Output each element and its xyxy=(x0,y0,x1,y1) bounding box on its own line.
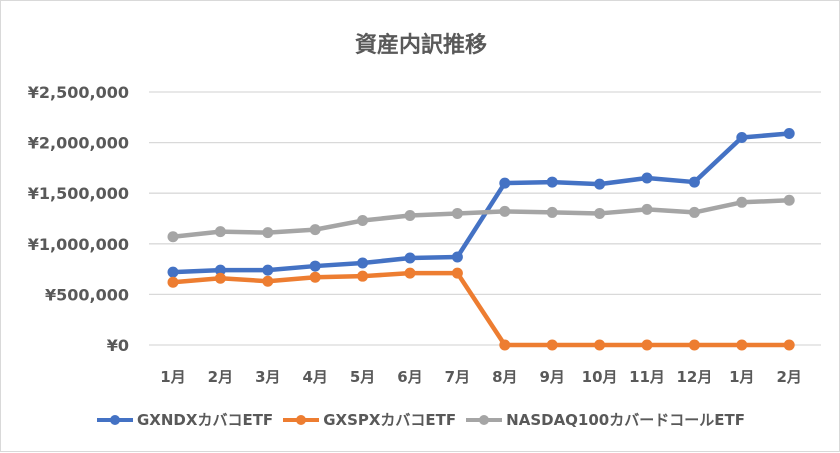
series-line xyxy=(170,131,792,275)
legend-line-marker-icon xyxy=(466,413,503,427)
data-point-marker xyxy=(357,215,369,227)
x-tick-label: 4月 xyxy=(302,368,327,386)
data-point-marker xyxy=(167,231,179,243)
data-point-marker xyxy=(783,339,795,351)
x-tick-label: 2月 xyxy=(208,368,233,386)
legend-label: NASDAQ100カバードコールETF xyxy=(506,411,745,429)
data-point-marker xyxy=(641,172,653,184)
data-point-marker xyxy=(736,339,748,351)
data-point-marker xyxy=(499,205,511,217)
x-tick-label: 11月 xyxy=(629,368,665,386)
data-point-marker xyxy=(783,127,795,139)
data-point-marker xyxy=(594,339,606,351)
y-tick-label: ¥2,500,000 xyxy=(28,83,129,102)
chart-title: 資産内訳推移 xyxy=(354,33,487,58)
x-tick-label: 10月 xyxy=(582,368,618,386)
data-point-marker xyxy=(688,339,700,351)
legend-item: GXSPXカバコETF xyxy=(283,409,456,430)
data-point-marker xyxy=(404,267,416,279)
data-point-marker xyxy=(262,264,274,276)
data-point-marker xyxy=(214,272,226,284)
x-tick-label: 3月 xyxy=(255,368,280,386)
x-tick-label: 8月 xyxy=(492,368,517,386)
data-point-marker xyxy=(451,267,463,279)
data-point-marker xyxy=(214,264,226,276)
data-point-marker xyxy=(641,203,653,215)
legend-label: GXSPXカバコETF xyxy=(323,411,457,429)
data-point-marker xyxy=(736,132,748,144)
legend-line-marker-icon xyxy=(283,413,320,427)
legend-item: NASDAQ100カバードコールETF xyxy=(466,409,745,430)
x-tick-label: 12月 xyxy=(676,368,712,386)
data-point-marker xyxy=(736,196,748,208)
legend-item: GXNDXカバコETF xyxy=(97,409,273,430)
x-tick-label: 9月 xyxy=(539,368,564,386)
y-tick-label: ¥1,500,000 xyxy=(28,184,129,203)
data-point-marker xyxy=(499,177,511,189)
series-line xyxy=(170,198,792,239)
x-tick-label: 5月 xyxy=(350,368,375,386)
series-line xyxy=(170,270,792,348)
x-tick-label: 7月 xyxy=(445,368,470,386)
data-point-marker xyxy=(783,194,795,206)
data-point-marker xyxy=(546,339,558,351)
data-point-marker xyxy=(546,176,558,188)
y-tick-label: ¥500,000 xyxy=(45,285,129,304)
x-tick-label: 1月 xyxy=(160,368,185,386)
data-point-marker xyxy=(309,271,321,283)
x-tick-label: 2月 xyxy=(776,368,801,386)
data-point-marker xyxy=(451,251,463,263)
legend-line-marker-icon xyxy=(97,413,133,427)
data-point-marker xyxy=(167,276,179,288)
y-tick-label: ¥2,000,000 xyxy=(28,134,129,153)
y-tick-label: ¥1,000,000 xyxy=(28,235,129,254)
data-point-marker xyxy=(262,275,274,287)
data-point-marker xyxy=(167,266,179,278)
data-point-marker xyxy=(594,178,606,190)
y-tick-label: ¥0 xyxy=(107,336,129,355)
data-point-marker xyxy=(688,176,700,188)
data-point-marker xyxy=(309,224,321,236)
data-point-marker xyxy=(404,209,416,221)
data-point-marker xyxy=(357,270,369,282)
data-point-marker xyxy=(546,206,558,218)
data-point-marker xyxy=(214,226,226,238)
data-point-marker xyxy=(688,206,700,218)
data-point-marker xyxy=(451,207,463,219)
data-point-marker xyxy=(499,339,511,351)
x-tick-label: 6月 xyxy=(397,368,422,386)
data-point-marker xyxy=(641,339,653,351)
x-tick-label: 1月 xyxy=(729,368,754,386)
data-point-marker xyxy=(357,257,369,269)
legend: GXNDXカバコETF GXSPXカバコETF NASDAQ100カバードコールET… xyxy=(1,409,840,430)
legend-label: GXNDXカバコETF xyxy=(137,411,274,429)
data-point-marker xyxy=(594,207,606,219)
data-point-marker xyxy=(262,227,274,239)
data-point-marker xyxy=(404,252,416,264)
data-point-marker xyxy=(309,260,321,272)
